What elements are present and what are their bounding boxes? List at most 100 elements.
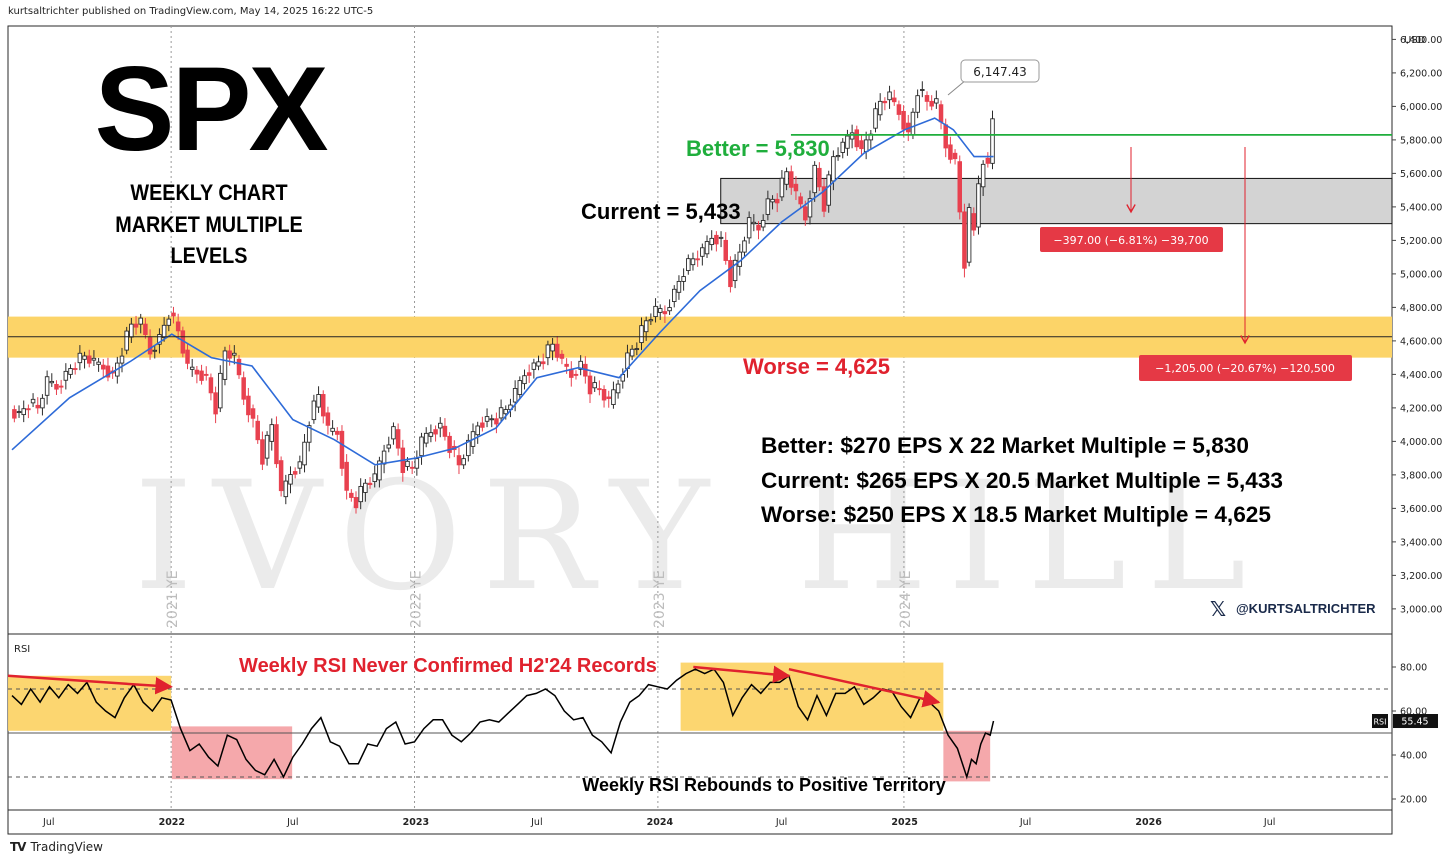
candle-body [269, 424, 275, 442]
candle-body [540, 361, 546, 365]
time-axis-label: Jul [286, 817, 298, 828]
time-axis-label: 2024 [647, 817, 674, 828]
candle-body [859, 140, 864, 150]
candle-body [423, 432, 429, 444]
peak-label: 6,147.43 [973, 65, 1026, 79]
subtitle-line-3: LEVELS [171, 244, 248, 268]
candle-body [480, 422, 485, 428]
candle-body [152, 349, 158, 352]
candle-body [129, 323, 134, 338]
candle-body [227, 350, 232, 359]
rsi-value-tag [1393, 714, 1438, 729]
x-logo-icon: 𝕏 [1210, 597, 1226, 621]
candle-body [489, 418, 494, 421]
price-tick-label: 5,800.00 [1400, 135, 1442, 146]
candle-body [681, 276, 686, 282]
candle-body [817, 167, 822, 188]
candle-body [943, 124, 948, 149]
candle-body [419, 436, 424, 457]
candle-body [208, 377, 214, 394]
candle-body [101, 364, 106, 370]
candle-body [784, 171, 789, 185]
candle-body [203, 373, 209, 376]
candle-body [391, 426, 396, 440]
candle-body [222, 350, 228, 380]
candle-body [985, 157, 991, 164]
candle-body [456, 455, 462, 466]
watermark: IVORY HILL [134, 450, 1266, 624]
rsi-pane: 20.00 40.00 60.00 80.00 RSI 55.45 [7, 663, 1438, 806]
candle-body [756, 224, 761, 231]
candle-body [779, 177, 785, 198]
rsi-value-label: 55.45 [1401, 717, 1428, 728]
published-note: kurtsaltrichter published on TradingView… [8, 6, 374, 17]
time-axis-label: 2022 [159, 817, 185, 828]
candle-body [498, 407, 504, 419]
rsi-note-top: Weekly RSI Never Confirmed H2'24 Records [239, 655, 657, 677]
candle-body [395, 429, 401, 449]
candle-body [887, 91, 892, 101]
candle-body [517, 380, 523, 395]
candle-body [119, 355, 125, 364]
candle-body [831, 156, 836, 182]
candle-body [849, 132, 855, 140]
candle-body [863, 139, 869, 153]
candle-body [124, 330, 129, 351]
time-axis-label: Jul [775, 817, 787, 828]
candle-body [545, 344, 551, 359]
candle-body [320, 394, 326, 417]
candle-body [601, 389, 607, 401]
candle-body [96, 361, 101, 365]
candle-body [49, 380, 55, 384]
price-tick-label: 4,400.00 [1400, 370, 1442, 381]
candle-body [639, 325, 644, 344]
candle-body [938, 104, 944, 123]
candle-body [255, 420, 260, 441]
candle-body [732, 259, 738, 282]
candle-body [662, 311, 668, 315]
candle-body [40, 397, 45, 409]
year-end-lines: 2021 YE 2022 YE 2023 YE 2024 YE [165, 26, 914, 810]
candle-body [297, 461, 303, 469]
candle-body [63, 370, 69, 381]
candle-body [138, 317, 143, 325]
candle-body [611, 389, 616, 405]
candle-body [325, 412, 331, 426]
candle-body [718, 236, 724, 239]
candle-body [742, 240, 747, 253]
candle-body [147, 337, 153, 355]
candle-body [241, 377, 246, 400]
candle-body [30, 398, 36, 404]
candle-body [536, 361, 541, 367]
candle-body [709, 237, 714, 246]
price-tick-label: 3,400.00 [1400, 537, 1442, 548]
candle-body [765, 198, 771, 215]
candle-body [746, 217, 752, 239]
candle-body [873, 108, 878, 129]
candle-body [676, 280, 682, 293]
candle-body [826, 174, 831, 206]
candle-body [143, 323, 148, 335]
candle-body [807, 198, 813, 218]
worse-label: Worse = 4,625 [743, 354, 890, 379]
subtitle-line-1: WEEKLY CHART [130, 181, 287, 205]
rsi-tick-label: 40.00 [1400, 751, 1427, 762]
rsi-tick-label: 80.00 [1400, 663, 1427, 674]
candle-body [442, 425, 448, 437]
level-lines [8, 133, 1392, 338]
candle-body [311, 400, 317, 421]
candle-body [185, 349, 190, 364]
candle-body [264, 434, 270, 459]
candle-body [615, 383, 621, 394]
scenario-better: Better: $270 EPS X 22 Market Multiple = … [761, 433, 1249, 458]
rsi-name-tag [1372, 714, 1388, 729]
candle-body [812, 164, 817, 194]
candle-body [770, 198, 775, 203]
time-axis-label: Jul [530, 817, 542, 828]
candle-body [798, 196, 803, 205]
candle-body [437, 422, 443, 429]
price-tick-label: 4,200.00 [1400, 403, 1442, 414]
candle-body [587, 375, 593, 395]
candle-body [414, 458, 420, 469]
candle-body [667, 307, 672, 312]
